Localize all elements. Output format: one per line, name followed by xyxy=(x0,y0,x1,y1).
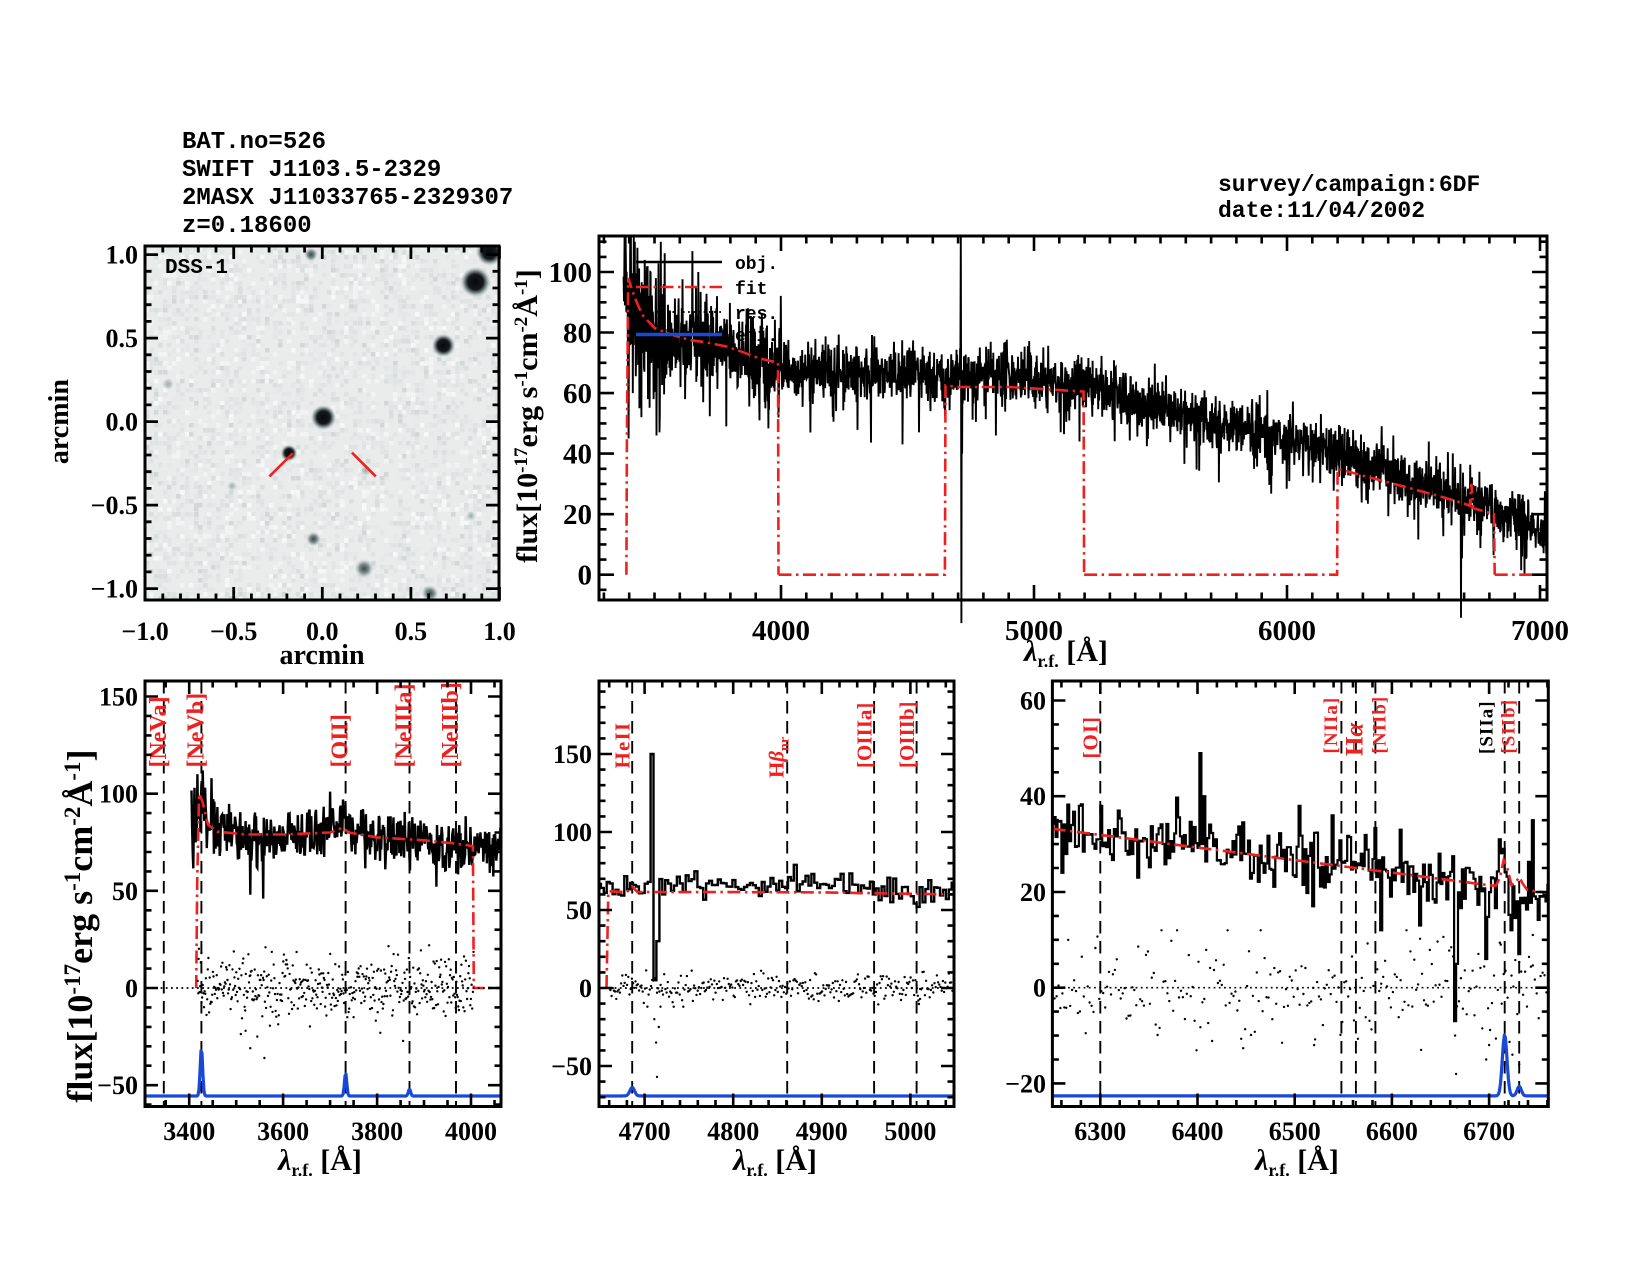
svg-text:emi.: emi. xyxy=(735,327,778,347)
svg-text:1.0: 1.0 xyxy=(483,617,516,646)
svg-text:100: 100 xyxy=(549,257,593,289)
svg-text:0.0: 0.0 xyxy=(106,408,139,437)
svg-text:[OII]: [OII] xyxy=(328,714,354,767)
svg-text:60: 60 xyxy=(563,378,592,410)
svg-text:0: 0 xyxy=(579,974,592,1003)
svg-text:4900: 4900 xyxy=(796,1117,848,1146)
svg-text:HeII: HeII xyxy=(611,722,635,769)
svg-text:4800: 4800 xyxy=(707,1117,759,1146)
svg-text:50: 50 xyxy=(566,896,592,925)
svg-text:80: 80 xyxy=(563,318,592,350)
svg-text:6600: 6600 xyxy=(1366,1117,1418,1146)
svg-text:0.5: 0.5 xyxy=(106,324,139,353)
svg-text:[SIIb]: [SIIb] xyxy=(1499,699,1520,754)
svg-text:100: 100 xyxy=(99,780,138,809)
svg-text:date:11/04/2002: date:11/04/2002 xyxy=(1218,198,1425,224)
svg-text:BAT.no=526: BAT.no=526 xyxy=(182,129,326,156)
svg-text:20: 20 xyxy=(563,499,592,531)
svg-text:flux[10-17erg s-1cm-2Å-1]: flux[10-17erg s-1cm-2Å-1] xyxy=(60,749,100,1102)
svg-text:100: 100 xyxy=(553,818,592,847)
svg-text:Hα: Hα xyxy=(1341,722,1368,756)
svg-text:6500: 6500 xyxy=(1269,1117,1321,1146)
svg-text:−20: −20 xyxy=(1005,1069,1046,1098)
svg-text:0: 0 xyxy=(578,560,593,592)
svg-text:40: 40 xyxy=(1020,782,1046,811)
svg-text:3400: 3400 xyxy=(163,1117,215,1146)
svg-text:Hβnr: Hβnr xyxy=(765,737,793,778)
svg-text:λr.f. [Å]: λr.f. [Å] xyxy=(731,1144,817,1180)
svg-text:−1.0: −1.0 xyxy=(121,617,168,646)
svg-text:−50: −50 xyxy=(97,1071,138,1100)
svg-text:−50: −50 xyxy=(551,1052,592,1081)
svg-text:obj.: obj. xyxy=(735,255,778,275)
svg-text:4700: 4700 xyxy=(619,1117,671,1146)
svg-text:50: 50 xyxy=(112,877,138,906)
svg-text:0.0: 0.0 xyxy=(306,617,339,646)
svg-text:[OIIIb]: [OIIIb] xyxy=(895,701,919,768)
svg-text:3600: 3600 xyxy=(257,1117,309,1146)
svg-text:[NeIIIa]: [NeIIIa] xyxy=(391,683,417,767)
svg-text:4000: 4000 xyxy=(752,615,810,647)
svg-text:z=0.18600: z=0.18600 xyxy=(182,213,312,240)
svg-text:60: 60 xyxy=(1020,687,1046,716)
svg-text:2MASX J11033765-2329307: 2MASX J11033765-2329307 xyxy=(182,185,513,212)
svg-text:DSS-1: DSS-1 xyxy=(165,257,228,280)
svg-text:[NeIIIb]: [NeIIIb] xyxy=(438,682,464,767)
svg-text:[OIIIa]: [OIIIa] xyxy=(853,703,877,768)
svg-text:[NIIa]: [NIIa] xyxy=(1321,697,1342,754)
svg-text:0: 0 xyxy=(1033,974,1046,1003)
svg-text:arcmin: arcmin xyxy=(279,640,364,671)
svg-text:3800: 3800 xyxy=(351,1117,403,1146)
svg-text:−1.0: −1.0 xyxy=(91,575,138,604)
svg-text:20: 20 xyxy=(1020,878,1046,907)
svg-text:survey/campaign:6DF: survey/campaign:6DF xyxy=(1218,172,1480,198)
svg-text:flux[10-17erg s-1cm-2Å-1]: flux[10-17erg s-1cm-2Å-1] xyxy=(511,269,544,563)
svg-text:−0.5: −0.5 xyxy=(210,617,257,646)
svg-text:1.0: 1.0 xyxy=(106,241,139,270)
svg-text:5000: 5000 xyxy=(884,1117,936,1146)
svg-text:res.: res. xyxy=(735,305,778,325)
svg-text:150: 150 xyxy=(99,683,138,712)
svg-text:SWIFT J1103.5-2329: SWIFT J1103.5-2329 xyxy=(182,157,441,184)
svg-text:4000: 4000 xyxy=(445,1117,497,1146)
svg-text:arcmin: arcmin xyxy=(44,379,75,464)
svg-text:6700: 6700 xyxy=(1463,1117,1515,1146)
svg-text:λr.f. [Å]: λr.f. [Å] xyxy=(1022,635,1108,671)
svg-text:−0.5: −0.5 xyxy=(91,491,138,520)
svg-text:[NeVa]: [NeVa] xyxy=(146,696,172,767)
svg-text:6300: 6300 xyxy=(1074,1117,1126,1146)
svg-text:5000: 5000 xyxy=(1005,615,1063,647)
svg-text:7000: 7000 xyxy=(1511,615,1569,647)
svg-text:[SIIa]: [SIIa] xyxy=(1477,700,1498,754)
svg-text:6000: 6000 xyxy=(1258,615,1316,647)
svg-text:λr.f. [Å]: λr.f. [Å] xyxy=(276,1144,362,1180)
svg-text:150: 150 xyxy=(553,740,592,769)
svg-text:[OI]: [OI] xyxy=(1078,716,1102,759)
svg-text:0: 0 xyxy=(125,974,138,1003)
svg-text:40: 40 xyxy=(563,439,592,471)
svg-text:[NIIb]: [NIIb] xyxy=(1369,696,1390,754)
svg-text:6400: 6400 xyxy=(1172,1117,1224,1146)
svg-text:fit: fit xyxy=(735,280,767,300)
svg-text:0.5: 0.5 xyxy=(395,617,428,646)
svg-text:λr.f. [Å]: λr.f. [Å] xyxy=(1253,1144,1339,1180)
svg-text:[NeVb]: [NeVb] xyxy=(183,693,209,768)
